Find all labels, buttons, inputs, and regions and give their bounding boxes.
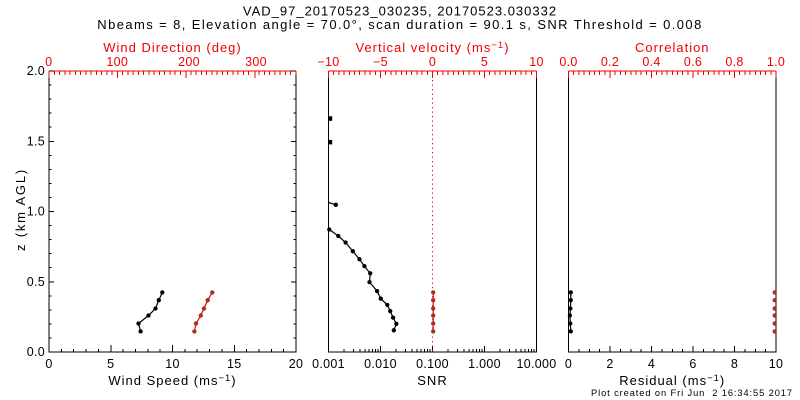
svg-text:0: 0 xyxy=(429,55,436,69)
svg-text:1.000: 1.000 xyxy=(468,357,501,371)
svg-text:1.0: 1.0 xyxy=(27,205,45,219)
svg-text:10: 10 xyxy=(165,357,180,371)
svg-text:0.2: 0.2 xyxy=(601,55,619,69)
svg-text:0.0: 0.0 xyxy=(559,55,577,69)
svg-text:300: 300 xyxy=(245,55,267,69)
svg-text:0.010: 0.010 xyxy=(364,357,397,371)
svg-text:4: 4 xyxy=(648,357,655,371)
svg-text:0: 0 xyxy=(45,357,52,371)
svg-text:15: 15 xyxy=(227,357,242,371)
svg-text:−10: −10 xyxy=(317,55,339,69)
svg-text:0.5: 0.5 xyxy=(27,275,45,289)
svg-text:1.5: 1.5 xyxy=(27,134,45,148)
svg-text:2: 2 xyxy=(606,357,613,371)
svg-text:8: 8 xyxy=(731,357,738,371)
svg-text:10: 10 xyxy=(529,55,544,69)
svg-text:0.001: 0.001 xyxy=(312,357,345,371)
svg-text:5: 5 xyxy=(107,357,114,371)
svg-text:100: 100 xyxy=(106,55,128,69)
svg-text:Correlation: Correlation xyxy=(635,40,710,55)
svg-text:Vertical velocity (ms−1): Vertical velocity (ms−1) xyxy=(355,40,509,55)
svg-text:0.100: 0.100 xyxy=(416,357,449,371)
svg-text:0.0: 0.0 xyxy=(27,345,45,359)
svg-text:Residual (ms−1): Residual (ms−1) xyxy=(619,373,725,388)
svg-text:5: 5 xyxy=(481,55,488,69)
svg-text:1.0: 1.0 xyxy=(767,55,785,69)
svg-text:0.8: 0.8 xyxy=(725,55,743,69)
svg-text:z (km AGL): z (km AGL) xyxy=(13,168,28,251)
svg-text:−5: −5 xyxy=(373,55,388,69)
svg-text:20: 20 xyxy=(289,357,304,371)
svg-text:0.4: 0.4 xyxy=(642,55,660,69)
svg-text:0.6: 0.6 xyxy=(684,55,702,69)
svg-text:Nbeams = 8, Elevation angle =: Nbeams = 8, Elevation angle = 70.0°, sca… xyxy=(97,17,702,32)
svg-text:Wind Direction (deg): Wind Direction (deg) xyxy=(103,40,242,55)
svg-text:VAD_97_20170523_030235, 201705: VAD_97_20170523_030235, 20170523.030332 xyxy=(243,4,557,19)
svg-text:0: 0 xyxy=(565,357,572,371)
svg-text:0: 0 xyxy=(45,55,52,69)
svg-text:Plot created on Fri Jun 2 16:: Plot created on Fri Jun 2 16:34:55 2017 xyxy=(591,388,793,398)
svg-text:10: 10 xyxy=(769,357,784,371)
svg-text:2.0: 2.0 xyxy=(27,64,45,78)
svg-text:SNR: SNR xyxy=(417,373,447,388)
svg-text:Wind Speed (ms−1): Wind Speed (ms−1) xyxy=(108,373,236,388)
svg-text:200: 200 xyxy=(178,55,200,69)
svg-text:6: 6 xyxy=(689,357,696,371)
svg-text:10.000: 10.000 xyxy=(516,357,556,371)
